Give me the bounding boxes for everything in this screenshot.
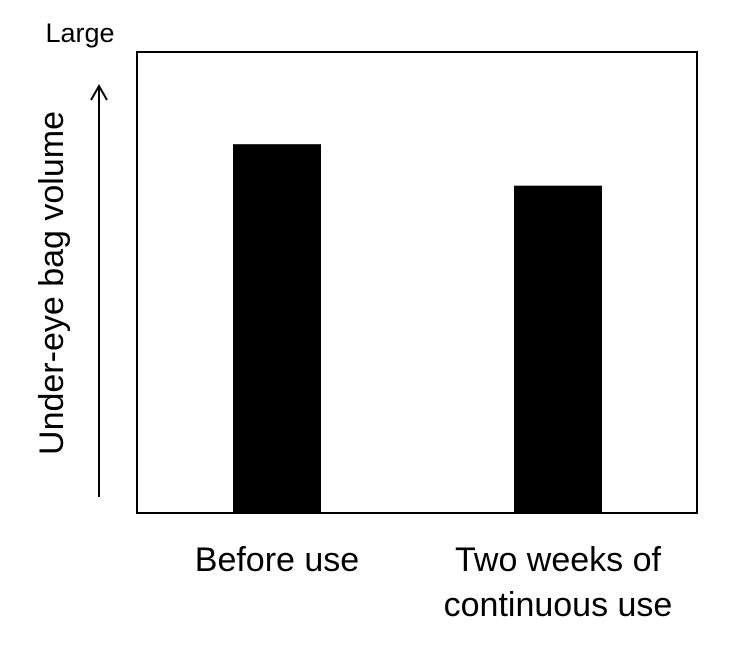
bar-2: [514, 185, 602, 513]
y-axis-top-label: Large: [45, 18, 114, 48]
y-axis-label: Under-eye bag volume: [33, 111, 71, 455]
x-tick-label-2-line-1: Two weeks of: [455, 541, 662, 579]
x-tick-label-1-line-1: Before use: [195, 541, 359, 579]
x-tick-label-2-line-2: continuous use: [444, 586, 673, 624]
plot-frame: [136, 51, 698, 514]
bars-group: [233, 144, 602, 513]
y-axis-arrow-head: [90, 83, 108, 101]
x-tick-labels: Before use Two weeks of continuous use: [195, 541, 673, 624]
bar-1: [233, 144, 321, 513]
